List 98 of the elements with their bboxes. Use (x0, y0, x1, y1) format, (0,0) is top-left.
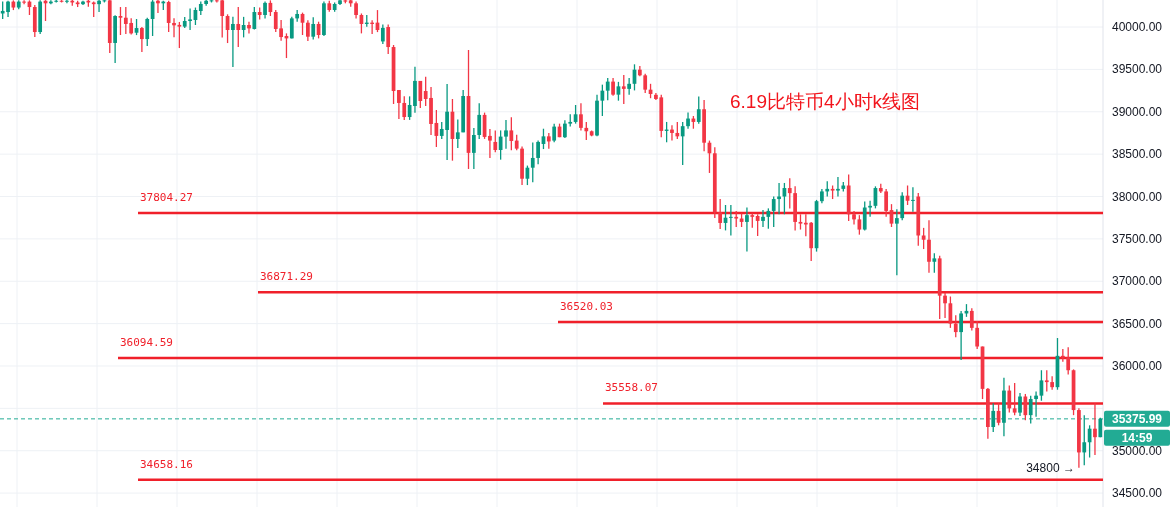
candlestick (755, 213, 760, 237)
candlestick (1018, 392, 1022, 417)
candlestick (380, 23, 385, 45)
candlestick (386, 23, 391, 55)
candlestick (1066, 346, 1071, 376)
candlestick (402, 95, 407, 121)
candlestick (247, 21, 251, 35)
candlestick (97, 0, 101, 13)
candlestick (530, 141, 535, 184)
candlestick (1050, 375, 1055, 391)
candlestick (536, 139, 540, 165)
candlestick (953, 314, 958, 338)
candlestick (509, 116, 514, 151)
y-tick-label: 36000.00 (1111, 358, 1163, 373)
candlestick (696, 95, 701, 125)
candlestick (1082, 414, 1087, 466)
candlestick (188, 7, 192, 31)
candlestick (311, 16, 316, 41)
candlestick (670, 124, 674, 142)
candlestick (22, 0, 26, 5)
candlestick (231, 16, 235, 68)
candlestick (236, 6, 241, 48)
candlestick (418, 80, 423, 109)
candlestick (680, 121, 685, 166)
candlestick (579, 102, 583, 132)
candlestick (787, 177, 792, 210)
candlestick (975, 320, 980, 350)
ref-line-label: 36094.59 (120, 335, 173, 349)
candlestick (584, 121, 589, 141)
y-tick-label: 37000.00 (1111, 274, 1163, 289)
candlestick (1007, 384, 1012, 414)
candlestick (884, 188, 889, 218)
candlestick (477, 102, 482, 140)
candlestick (498, 129, 503, 161)
y-tick-label: 39500.00 (1111, 62, 1163, 77)
candlestick (306, 19, 310, 42)
candlestick (605, 77, 610, 101)
y-tick-label: 37500.00 (1111, 231, 1163, 246)
candlestick (745, 206, 749, 253)
candlestick (729, 204, 733, 237)
candlestick (943, 292, 947, 319)
y-tick-label: 38500.00 (1111, 147, 1163, 162)
candlestick (900, 191, 905, 221)
candlestick (166, 0, 171, 33)
candlestick (718, 198, 723, 230)
candlestick (493, 129, 498, 153)
candlestick (894, 208, 899, 276)
candlestick (1093, 402, 1097, 456)
ref-line-label: 34658.16 (140, 457, 193, 471)
y-tick-label: 36500.00 (1111, 316, 1163, 331)
candlestick (1028, 395, 1033, 425)
candlestick (600, 84, 605, 117)
candlestick (627, 77, 632, 96)
candlestick (761, 209, 765, 228)
current-price-label: 35375.99 (1104, 410, 1170, 427)
countdown-label: 14:59 (1104, 429, 1170, 446)
ref-line-label: 35558.07 (605, 381, 658, 395)
ref-line-label: 36520.03 (560, 299, 613, 313)
candlestick (911, 186, 915, 213)
annotation: 34800 → (1026, 460, 1075, 475)
candlestick (643, 72, 648, 94)
candlestick (397, 89, 401, 120)
text: 6.19比特币4小时k线图 (730, 91, 921, 112)
candlestick (252, 6, 257, 31)
y-tick-label: 38000.00 (1111, 189, 1163, 204)
candlestick (991, 402, 996, 433)
y-tick-label: 34500.00 (1111, 486, 1163, 501)
candlestick (771, 195, 776, 228)
candlestick (1023, 393, 1028, 421)
candlestick (145, 17, 150, 47)
candlestick (927, 219, 931, 274)
candlestick (621, 74, 626, 105)
candlestick (766, 207, 771, 230)
y-tick-label: 39000.00 (1111, 104, 1163, 119)
candlestick (1044, 369, 1049, 393)
candlestick (836, 176, 840, 198)
candlestick (177, 21, 182, 49)
y-tick-label: 40000.00 (1111, 20, 1163, 35)
ref-line-label: 36871.29 (260, 270, 313, 284)
candlestick (868, 200, 872, 218)
candlestick (455, 118, 460, 149)
candlestick (969, 307, 974, 332)
y-tick-label: 35000.00 (1111, 443, 1163, 458)
candlestick (118, 6, 123, 36)
candlestick (959, 310, 963, 361)
candlestick (488, 128, 492, 159)
candlestick (1012, 382, 1017, 416)
candlestick (1034, 390, 1038, 418)
candlestick (140, 26, 144, 53)
candlestick (552, 122, 557, 143)
candlestick (932, 252, 937, 274)
candlestick (65, 0, 69, 4)
ref-line-label: 37804.27 (140, 191, 193, 205)
candlestick (504, 119, 508, 150)
candlestick (471, 127, 476, 170)
candlestick (862, 200, 867, 232)
ref-line-label: 35375.99 (1111, 412, 1163, 427)
candlestick (921, 227, 926, 250)
